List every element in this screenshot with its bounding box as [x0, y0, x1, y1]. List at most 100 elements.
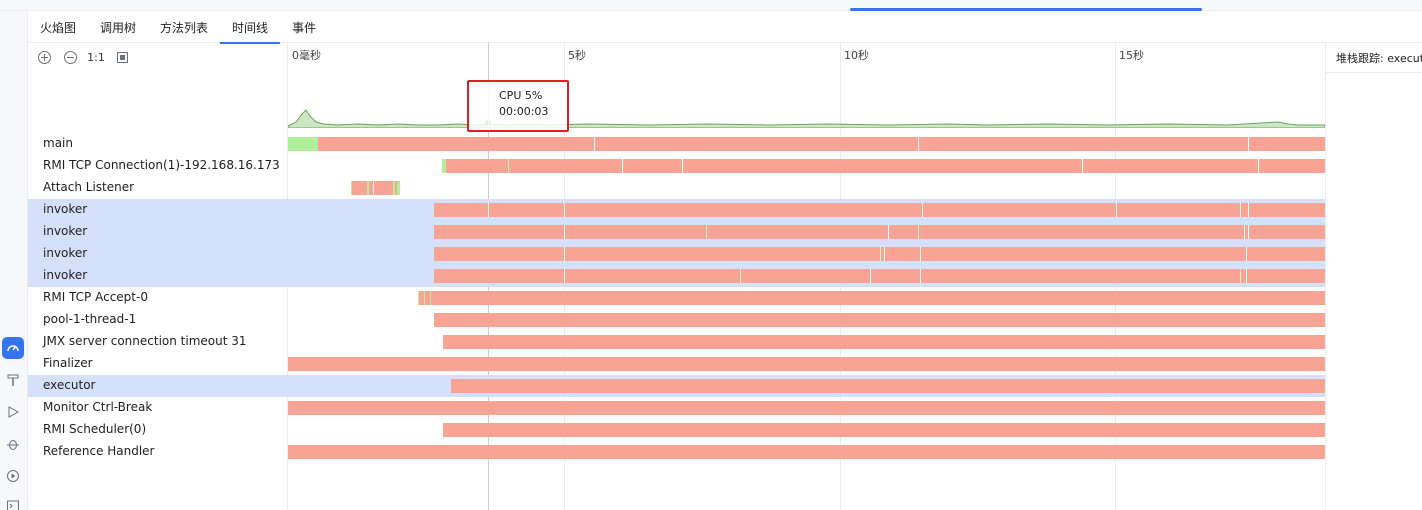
profiler-icon[interactable]	[2, 337, 24, 359]
running-segment	[430, 291, 431, 305]
running-segment	[288, 137, 318, 151]
state-marker	[884, 247, 885, 261]
running-segment	[418, 291, 419, 305]
thread-row[interactable]: JMX server connection timeout 31	[28, 331, 1325, 353]
thread-state-bar[interactable]	[451, 379, 1325, 393]
state-marker	[1240, 269, 1241, 283]
thread-name: Finalizer	[43, 356, 93, 370]
thread-state-bar[interactable]	[434, 269, 1325, 283]
thread-row[interactable]: Reference Handler	[28, 441, 1325, 463]
state-marker	[920, 247, 921, 261]
state-marker	[1246, 247, 1247, 261]
thread-state-bar[interactable]	[288, 445, 1325, 459]
state-marker	[706, 225, 707, 239]
state-marker	[564, 247, 565, 261]
services-icon[interactable]	[2, 465, 24, 487]
thread-row[interactable]: invoker	[28, 199, 1325, 221]
thread-state-bar[interactable]	[288, 401, 1325, 415]
running-segment	[351, 181, 352, 195]
thread-row[interactable]: Finalizer	[28, 353, 1325, 375]
thread-state-bar[interactable]	[288, 357, 1325, 371]
thread-name: RMI Scheduler(0)	[43, 422, 147, 436]
state-marker	[888, 225, 889, 239]
debug-icon[interactable]	[2, 433, 24, 455]
state-marker	[870, 269, 871, 283]
running-segment	[367, 181, 369, 195]
thread-name: Reference Handler	[43, 444, 155, 458]
thread-row[interactable]: invoker	[28, 221, 1325, 243]
thread-state-bar[interactable]	[288, 137, 1325, 151]
thread-state-bar[interactable]	[400, 291, 1325, 305]
cpu-usage-graph	[288, 109, 1325, 128]
state-marker	[918, 225, 919, 239]
state-marker	[564, 269, 565, 283]
thread-row[interactable]: invoker	[28, 243, 1325, 265]
thread-row[interactable]: pool-1-thread-1	[28, 309, 1325, 331]
thread-name: invoker	[43, 202, 88, 216]
active-tab-indicator	[850, 8, 1202, 11]
state-marker	[1244, 225, 1245, 239]
state-marker	[1082, 159, 1083, 173]
thread-name: RMI TCP Accept-0	[43, 290, 148, 304]
fit-button[interactable]	[114, 49, 130, 65]
state-marker	[508, 159, 509, 173]
thread-name: executor	[43, 378, 96, 392]
thread-state-bar[interactable]	[443, 423, 1325, 437]
top-editor-strip	[0, 0, 1422, 11]
thread-state-bar[interactable]	[434, 247, 1325, 261]
thread-state-bar[interactable]	[434, 203, 1325, 217]
timeline-toolbar: 1:1	[36, 48, 130, 66]
build-icon[interactable]	[2, 369, 24, 391]
thread-name: pool-1-thread-1	[43, 312, 137, 326]
thread-row[interactable]: Monitor Ctrl-Break	[28, 397, 1325, 419]
thread-name: main	[43, 136, 73, 150]
tab-timeline[interactable]: 时间线	[220, 11, 281, 44]
cpu-tooltip-value: CPU 5%	[499, 89, 543, 102]
time-tick-label: 15秒	[1119, 49, 1144, 62]
run-icon[interactable]	[2, 401, 24, 423]
thread-row[interactable]: Attach Listener	[28, 177, 1325, 199]
thread-row[interactable]: RMI TCP Accept-0	[28, 287, 1325, 309]
state-marker	[373, 181, 374, 195]
activity-bar	[0, 11, 28, 510]
thread-row[interactable]: RMI TCP Connection(1)-192.168.16.173	[28, 155, 1325, 177]
zoom-in-button[interactable]	[36, 49, 52, 65]
thread-row[interactable]: RMI Scheduler(0)	[28, 419, 1325, 441]
time-tick-label: 10秒	[844, 49, 869, 62]
running-segment	[393, 181, 395, 195]
state-marker	[622, 159, 623, 173]
stack-trace-panel: 堆栈跟踪: executor	[1325, 43, 1422, 510]
thread-name: RMI TCP Connection(1)-192.168.16.173	[43, 158, 280, 172]
state-marker	[564, 225, 565, 239]
state-marker	[1116, 203, 1117, 217]
thread-row[interactable]: main	[28, 133, 1325, 155]
state-marker	[1248, 225, 1249, 239]
profiler-tab-bar: 火焰图 调用树 方法列表 时间线 事件	[28, 11, 1422, 44]
state-marker	[918, 137, 919, 151]
thread-name: Attach Listener	[43, 180, 135, 194]
state-marker	[880, 247, 881, 261]
state-marker	[1240, 203, 1241, 217]
tab-flame-graph[interactable]: 火焰图	[40, 20, 77, 35]
actual-size-button[interactable]: 1:1	[87, 50, 105, 64]
thread-name: JMX server connection timeout 31	[43, 334, 247, 348]
state-marker	[1248, 203, 1249, 217]
cpu-tooltip-time: 00:00:03	[499, 105, 549, 118]
tab-events[interactable]: 事件	[292, 20, 317, 35]
thread-state-bar[interactable]	[443, 335, 1325, 349]
thread-state-bar[interactable]	[442, 159, 1325, 173]
tab-method-list[interactable]: 方法列表	[160, 20, 209, 35]
thread-row[interactable]: invoker	[28, 265, 1325, 287]
state-marker	[1246, 269, 1247, 283]
thread-state-bar[interactable]	[351, 181, 400, 195]
state-marker	[740, 269, 741, 283]
thread-state-bar[interactable]	[434, 313, 1325, 327]
thread-state-bar[interactable]	[434, 225, 1325, 239]
zoom-out-button[interactable]	[62, 49, 78, 65]
state-marker	[594, 137, 595, 151]
tab-call-tree[interactable]: 调用树	[100, 20, 137, 35]
thread-row[interactable]: executor	[28, 375, 1325, 397]
terminal-icon[interactable]	[2, 495, 24, 510]
state-marker	[488, 203, 489, 217]
